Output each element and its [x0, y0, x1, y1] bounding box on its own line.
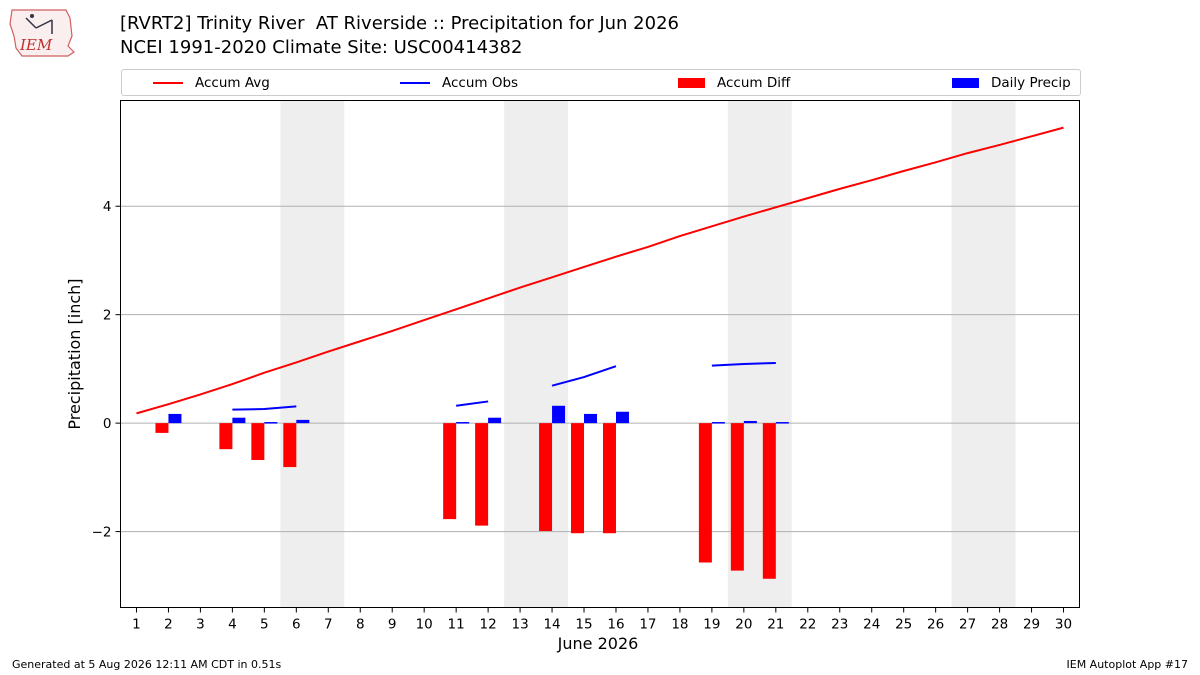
x-tick-label: 28 [991, 617, 1008, 633]
footer-generated: Generated at 5 Aug 2026 12:11 AM CDT in … [12, 658, 282, 671]
accum-diff-bar [571, 423, 585, 534]
plot-frame [120, 100, 1080, 608]
x-tick-label: 23 [831, 617, 848, 633]
accum-diff-bar [475, 423, 489, 526]
x-tick-label: 19 [703, 617, 720, 633]
x-tick-label: 7 [324, 617, 333, 633]
accum-diff-bar [219, 423, 233, 450]
x-tick-label: 8 [356, 617, 365, 633]
daily-precip-bar [584, 413, 598, 424]
x-tick-label: 12 [480, 617, 497, 633]
accum-diff-bar [539, 423, 553, 532]
legend-item-daily-precip: Daily Precip [952, 74, 1071, 91]
daily-precip-bar [775, 422, 789, 424]
accum-obs-line [551, 365, 617, 387]
legend-label-accum-diff: Accum Diff [717, 74, 791, 91]
daily-precip-bar [552, 405, 566, 424]
legend-label-daily-precip: Daily Precip [991, 74, 1071, 91]
x-tick-label: 20 [735, 617, 752, 633]
x-tick-label: 18 [671, 617, 688, 633]
daily-precip-bar [743, 420, 757, 424]
x-axis-label: June 2026 [557, 634, 639, 653]
x-tick-label: 11 [448, 617, 465, 633]
legend-swatch-daily-precip [952, 77, 979, 88]
footer-app: IEM Autoplot App #17 [1066, 658, 1189, 671]
daily-precip-bar [488, 417, 502, 424]
legend-swatch-accum-avg [153, 81, 183, 84]
legend-item-accum-avg: Accum Avg [153, 74, 270, 91]
legend-swatch-accum-diff [678, 77, 705, 88]
daily-precip-bar [711, 422, 725, 424]
weekend-shade [504, 100, 569, 608]
x-tick-label: 14 [543, 617, 560, 633]
accum-obs-line [456, 400, 489, 407]
x-tick-label: 26 [927, 617, 944, 633]
y-tick-label: 2 [103, 308, 112, 324]
x-tick-label: 3 [196, 617, 205, 633]
accum-diff-bar [155, 423, 169, 433]
legend-item-accum-diff: Accum Diff [678, 74, 790, 91]
chart-legend: Accum Avg Accum Obs Accum Diff Daily Pre… [121, 69, 1081, 96]
x-tick-label: 17 [639, 617, 656, 633]
daily-precip-bar [615, 411, 629, 424]
y-tick-label: −2 [92, 525, 112, 541]
y-tick-label: 0 [103, 416, 112, 432]
x-tick-label: 29 [1023, 617, 1040, 633]
x-tick-label: 27 [959, 617, 976, 633]
accum-diff-bar [762, 423, 776, 579]
x-tick-label: 15 [575, 617, 592, 633]
accum-diff-bar [251, 423, 265, 461]
x-tick-label: 2 [164, 617, 173, 633]
x-tick-label: 22 [799, 617, 816, 633]
daily-precip-bar [296, 419, 310, 424]
x-tick-label: 25 [895, 617, 912, 633]
accum-diff-bar [283, 423, 297, 468]
chart-subtitle: NCEI 1991-2020 Climate Site: USC00414382 [120, 37, 523, 58]
x-tick-label: 13 [511, 617, 528, 633]
svg-text:IEM: IEM [19, 36, 53, 54]
iem-logo: IEM [8, 6, 78, 58]
daily-precip-bar [168, 413, 182, 424]
accum-obs-line [232, 405, 297, 411]
legend-item-accum-obs: Accum Obs [400, 74, 518, 91]
legend-label-accum-avg: Accum Avg [195, 74, 270, 91]
x-tick-label: 30 [1055, 617, 1072, 633]
accum-diff-bar [443, 423, 457, 520]
x-tick-label: 24 [863, 617, 880, 633]
x-tick-label: 4 [228, 617, 237, 633]
accum-avg-line [136, 126, 1064, 415]
chart-title: [RVRT2] Trinity River AT Riverside :: Pr… [120, 13, 679, 34]
accum-diff-bar [698, 423, 712, 563]
x-tick-label: 16 [607, 617, 624, 633]
daily-precip-bar [456, 422, 470, 424]
x-tick-label: 1 [132, 617, 141, 633]
daily-precip-bar [232, 417, 246, 424]
y-tick-label: 4 [103, 199, 112, 215]
legend-label-accum-obs: Accum Obs [442, 74, 519, 91]
y-axis-label: Precipitation [inch] [65, 278, 84, 429]
legend-swatch-accum-obs [400, 81, 430, 84]
iem-logo-graphic: IEM [9, 9, 75, 57]
weekend-shade [280, 100, 345, 608]
weekend-shade [951, 100, 1016, 608]
x-tick-label: 5 [260, 617, 269, 633]
x-tick-label: 6 [292, 617, 301, 633]
x-tick-label: 21 [767, 617, 784, 633]
x-tick-label: 9 [388, 617, 397, 633]
x-tick-label: 10 [416, 617, 433, 633]
daily-precip-bar [264, 422, 278, 424]
accum-obs-line [711, 361, 776, 367]
accum-diff-bar [730, 423, 744, 571]
accum-diff-bar [602, 423, 616, 534]
